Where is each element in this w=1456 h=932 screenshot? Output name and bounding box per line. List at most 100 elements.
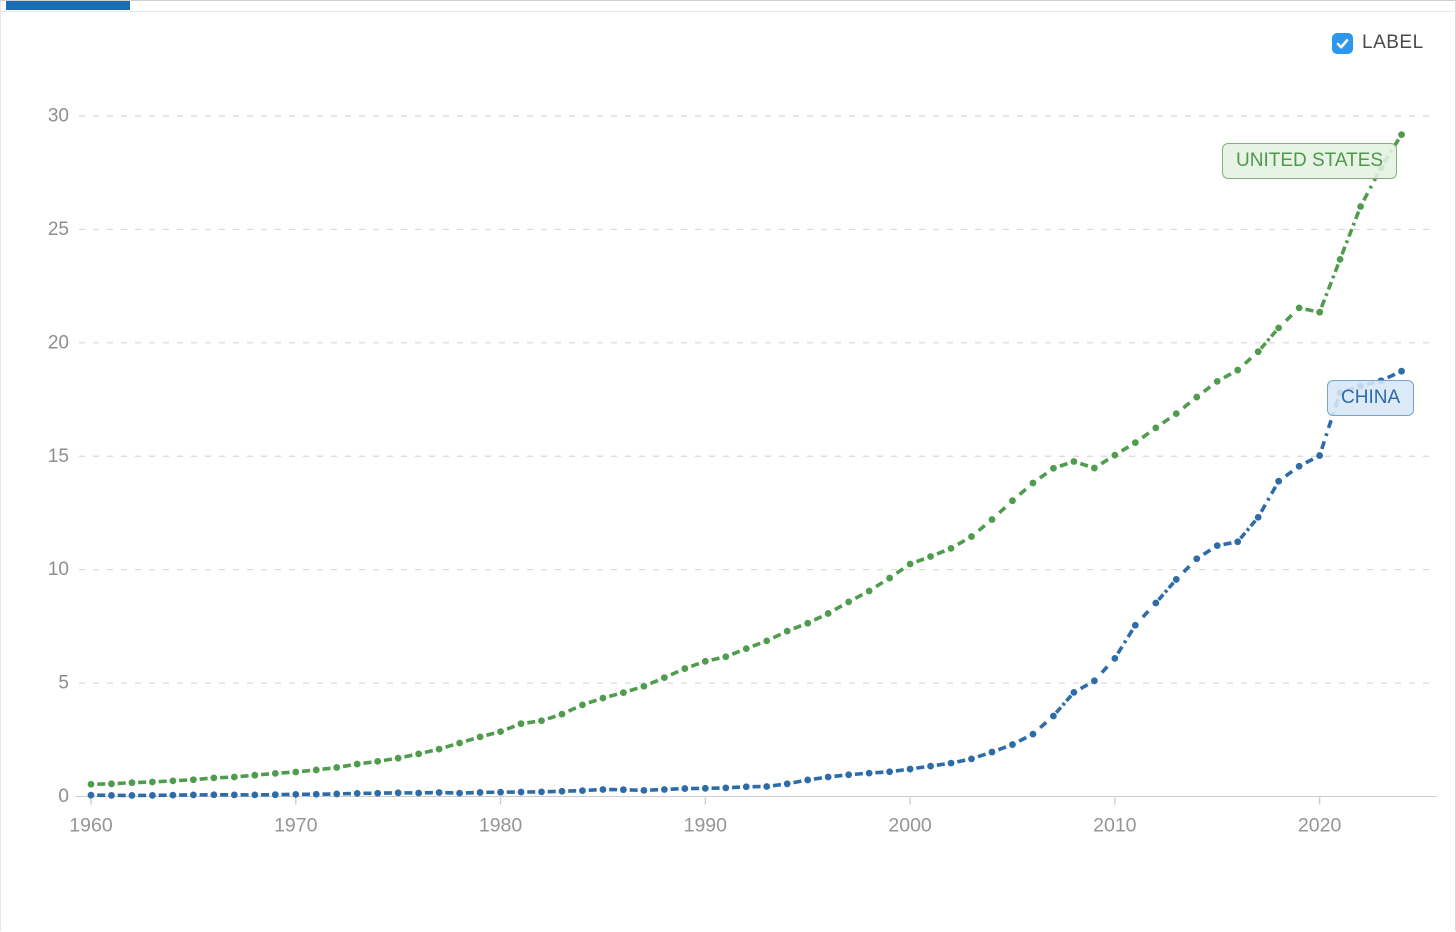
label-checkbox[interactable] [1332,33,1353,54]
united-states-point[interactable] [456,740,463,747]
china-point[interactable] [333,791,340,798]
united-states-point[interactable] [292,769,299,776]
united-states-point[interactable] [784,628,791,635]
united-states-point[interactable] [1255,348,1262,355]
united-states-point[interactable] [620,689,627,696]
china-point[interactable] [661,786,668,793]
china-point[interactable] [149,792,156,799]
united-states-point[interactable] [702,658,709,665]
china-point[interactable] [681,785,688,792]
china-point[interactable] [927,763,934,770]
united-states-point[interactable] [497,728,504,735]
china-point[interactable] [477,789,484,796]
china-point[interactable] [620,786,627,793]
china-point[interactable] [1275,478,1282,485]
united-states-point[interactable] [395,755,402,762]
china-point[interactable] [272,791,279,798]
united-states-point[interactable] [927,553,934,560]
united-states-point[interactable] [722,653,729,660]
united-states-point[interactable] [845,598,852,605]
united-states-point[interactable] [1070,458,1077,465]
china-point[interactable] [354,790,361,797]
united-states-point[interactable] [804,620,811,627]
united-states-point[interactable] [763,637,770,644]
united-states-point[interactable] [989,516,996,523]
china-point[interactable] [968,755,975,762]
china-point[interactable] [374,790,381,797]
united-states-point[interactable] [886,575,893,582]
united-states-point[interactable] [907,561,914,568]
china-point[interactable] [395,789,402,796]
china-point[interactable] [640,787,647,794]
china-point[interactable] [518,789,525,796]
united-states-point[interactable] [866,588,873,595]
china-point[interactable] [948,760,955,767]
united-states-point[interactable] [825,610,832,617]
united-states-point[interactable] [1152,424,1159,431]
china-point[interactable] [1152,600,1159,607]
united-states-point[interactable] [1173,410,1180,417]
china-point[interactable] [743,783,750,790]
china-point[interactable] [1234,538,1241,545]
united-states-point[interactable] [681,665,688,672]
united-states-point[interactable] [190,776,197,783]
united-states-point[interactable] [1234,367,1241,374]
china-point[interactable] [600,786,607,793]
united-states-point[interactable] [1398,131,1405,138]
united-states-point[interactable] [333,764,340,771]
united-states-point[interactable] [129,779,136,786]
china-point[interactable] [190,792,197,799]
united-states-point[interactable] [251,772,258,779]
china-point[interactable] [1398,368,1405,375]
china-point[interactable] [886,768,893,775]
united-states-point[interactable] [1050,465,1057,472]
united-states-point[interactable] [1296,305,1303,312]
united-states-point[interactable] [661,674,668,681]
china-point[interactable] [251,791,258,798]
united-states-point[interactable] [1030,480,1037,487]
united-states-point[interactable] [579,701,586,708]
china-point[interactable] [702,785,709,792]
china-point[interactable] [456,790,463,797]
china-point[interactable] [825,774,832,781]
united-states-point[interactable] [600,695,607,702]
china-point[interactable] [538,788,545,795]
china-point[interactable] [559,788,566,795]
label-toggle[interactable]: LABEL [1332,32,1424,54]
united-states-point[interactable] [436,746,443,753]
china-point[interactable] [292,791,299,798]
united-states-point[interactable] [231,774,238,781]
united-states-point[interactable] [272,770,279,777]
united-states-point[interactable] [1357,203,1364,210]
china-point[interactable] [907,766,914,773]
united-states-point[interactable] [108,780,115,787]
china-point[interactable] [1009,741,1016,748]
china-point[interactable] [579,787,586,794]
china-point[interactable] [210,791,217,798]
china-point[interactable] [989,749,996,756]
united-states-point[interactable] [1214,378,1221,385]
china-point[interactable] [1316,452,1323,459]
china-point[interactable] [866,770,873,777]
china-point[interactable] [722,784,729,791]
china-point[interactable] [763,783,770,790]
united-states-point[interactable] [640,683,647,690]
united-states-point[interactable] [968,533,975,540]
united-states-point[interactable] [559,711,566,718]
united-states-point[interactable] [149,779,156,786]
china-point[interactable] [415,790,422,797]
china-point[interactable] [497,789,504,796]
united-states-point[interactable] [88,781,95,788]
china-point[interactable] [1030,731,1037,738]
china-point[interactable] [1070,689,1077,696]
united-states-point[interactable] [415,750,422,757]
china-point[interactable] [129,792,136,799]
china-point[interactable] [1111,655,1118,662]
united-states-point[interactable] [374,758,381,765]
united-states-point[interactable] [313,767,320,774]
china-point[interactable] [784,780,791,787]
united-states-point[interactable] [354,761,361,768]
china-point[interactable] [436,789,443,796]
united-states-point[interactable] [210,774,217,781]
china-point[interactable] [231,791,238,798]
